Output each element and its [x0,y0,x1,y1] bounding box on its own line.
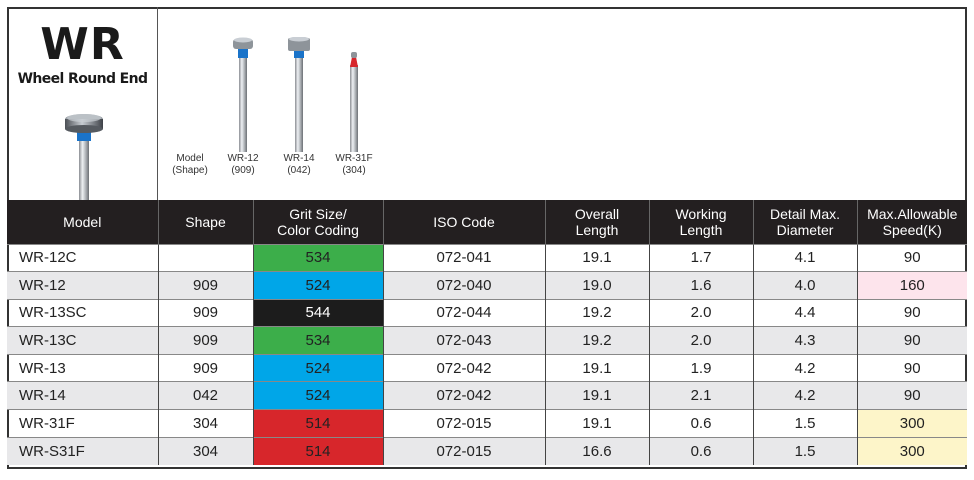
cell-working: 2.1 [648,381,753,410]
cell-shape: 042 [157,381,253,410]
cell-overall: 19.1 [544,243,649,272]
cell-model: WR-14 [7,381,158,410]
column-header-iso-code: ISO Code [382,200,545,244]
cell-model: WR-13 [7,353,158,382]
cell-diameter: 4.1 [752,243,857,272]
cell-iso: 072-042 [382,353,545,382]
cell-overall: 19.1 [544,381,649,410]
cell-overall: 16.6 [544,436,649,465]
cell-overall: 19.2 [544,298,649,327]
column-header-detail-max-diameter: Detail Max. Diameter [752,200,857,244]
column-header-max-allowable-speed: Max.Allowable Speed(K) [856,200,967,244]
cell-shape [157,243,253,272]
column-header-model: Model [7,200,158,244]
cell-grit: 534 [252,243,383,272]
cell-shape: 909 [157,271,253,300]
wheel-bur-large-illustration [65,114,103,204]
brand-cell: WR Wheel Round End [7,7,158,204]
wr-14-shape-label: WR-14 (042) [283,153,315,176]
cell-shape: 909 [157,353,253,382]
cell-shape: 909 [157,298,253,327]
cell-speed: 90 [856,381,967,410]
cell-iso: 072-015 [382,436,545,465]
cell-diameter: 1.5 [752,409,857,438]
cell-model: WR-13SC [7,298,158,327]
cell-overall: 19.2 [544,326,649,355]
cell-model: WR-31F [7,409,158,438]
cell-grit: 534 [252,326,383,355]
cell-grit: 524 [252,381,383,410]
table-row: WR-12 909 524 072-040 19.0 1.6 4.0 160 [7,271,967,300]
cell-diameter: 4.2 [752,381,857,410]
cell-grit: 514 [252,436,383,465]
table-row: WR-S31F 304 514 072-015 16.6 0.6 1.5 300 [7,436,967,465]
cell-speed: 300 [856,409,967,438]
cell-grit: 514 [252,409,383,438]
cell-diameter: 4.2 [752,353,857,382]
cell-speed: 160 [856,271,967,300]
cell-diameter: 1.5 [752,436,857,465]
table-header-row: Model Shape Grit Size/Color Coding ISO Code… [7,200,967,244]
cell-shape: 909 [157,326,253,355]
column-header-grit-size-color-coding: Grit Size/Color Coding [252,200,383,244]
table-row: WR-13SC 909 544 072-044 19.2 2.0 4.4 90 [7,298,967,327]
cell-speed: 90 [856,326,967,355]
product-header: WR Wheel Round End [7,7,967,204]
model-shape-label: Model (Shape) [172,153,208,176]
cell-working: 0.6 [648,409,753,438]
cell-model: WR-13C [7,326,158,355]
cell-iso: 072-041 [382,243,545,272]
cell-working: 0.6 [648,436,753,465]
cell-overall: 19.1 [544,409,649,438]
cell-grit: 524 [252,271,383,300]
product-code-title: WR [40,19,125,70]
column-header-overall-length: Overall Length [544,200,649,244]
cell-iso: 072-044 [382,298,545,327]
cell-working: 2.0 [648,298,753,327]
cell-overall: 19.1 [544,353,649,382]
cell-model: WR-S31F [7,436,158,465]
cell-speed: 90 [856,243,967,272]
table-row: WR-14 042 524 072-042 19.1 2.1 4.2 90 [7,381,967,410]
wr-12-bur-illustration [233,37,253,152]
cell-diameter: 4.0 [752,271,857,300]
column-header-shape: Shape [157,200,253,244]
wr-14-bur-illustration [288,37,310,152]
specification-table: Model Shape Grit Size/Color Coding ISO Code… [7,200,967,465]
cell-overall: 19.0 [544,271,649,300]
cell-working: 1.7 [648,243,753,272]
cell-diameter: 4.4 [752,298,857,327]
table-row: WR-13 909 524 072-042 19.1 1.9 4.2 90 [7,353,967,382]
cell-working: 1.9 [648,353,753,382]
wr-31f-bur-illustration [350,52,358,152]
cell-model: WR-12 [7,271,158,300]
table-row: WR-12C 534 072-041 19.1 1.7 4.1 90 [7,243,967,272]
table-row: WR-31F 304 514 072-015 19.1 0.6 1.5 300 [7,409,967,438]
cell-speed: 300 [856,436,967,465]
cell-grit: 544 [252,298,383,327]
cell-iso: 072-040 [382,271,545,300]
cell-iso: 072-043 [382,326,545,355]
cell-speed: 90 [856,353,967,382]
cell-iso: 072-015 [382,409,545,438]
wr-12-shape-label: WR-12 (909) [227,153,259,176]
cell-working: 2.0 [648,326,753,355]
column-header-working-length: Working Length [648,200,753,244]
table-body: WR-12C 534 072-041 19.1 1.7 4.1 90 WR-12 909 524 0… [7,243,967,465]
cell-shape: 304 [157,409,253,438]
cell-iso: 072-042 [382,381,545,410]
cell-working: 1.6 [648,271,753,300]
cell-speed: 90 [856,298,967,327]
table-row: WR-13C 909 534 072-043 19.2 2.0 4.3 90 [7,326,967,355]
product-name-subtitle: Wheel Round End [17,71,148,87]
cell-grit: 524 [252,353,383,382]
cell-model: WR-12C [7,243,158,272]
wr-31f-shape-label: WR-31F (304) [335,153,373,176]
cell-shape: 304 [157,436,253,465]
cell-diameter: 4.3 [752,326,857,355]
